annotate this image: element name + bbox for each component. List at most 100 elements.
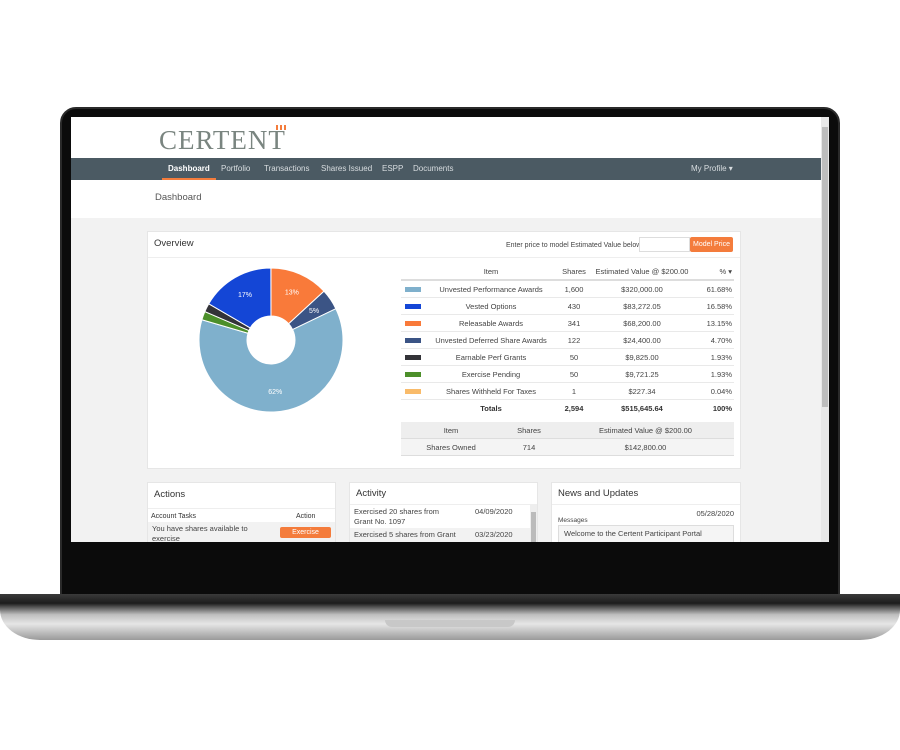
model-price-button[interactable]: Model Price — [690, 237, 733, 252]
owned-header: Item Shares Estimated Value @ $200.00 — [401, 422, 734, 439]
totals-label: Totals — [480, 404, 502, 413]
row-shares: 122 — [567, 335, 581, 345]
col-value: Estimated Value @ $200.00 — [595, 267, 689, 276]
row-item: Vested Options — [465, 301, 517, 311]
activity-scrollbar[interactable] — [530, 505, 537, 542]
pie-slice[interactable] — [208, 267, 272, 329]
owned-shares: 714 — [522, 442, 536, 452]
table-header: Item Shares Estimated Value @ $200.00 % … — [401, 264, 734, 281]
table-row: Exercise Pending 50 $9,721.25 1.93% — [401, 366, 734, 383]
nav-my-profile[interactable]: My Profile ▾ — [691, 164, 733, 173]
pie-slice[interactable] — [198, 308, 344, 413]
row-item: Shares Withheld For Taxes — [446, 386, 536, 396]
nav-transactions[interactable]: Transactions — [264, 164, 310, 173]
price-input[interactable] — [639, 237, 690, 252]
logo-bars-icon — [275, 125, 286, 130]
row-value: $24,400.00 — [623, 335, 661, 345]
nav-espp[interactable]: ESPP — [382, 164, 404, 173]
row-shares: 50 — [569, 352, 579, 362]
pie-label: 5% — [309, 308, 319, 315]
header: CERTENT Dashboard Portfolio Transactions… — [71, 117, 821, 218]
activity-date: 03/23/2020 — [475, 530, 513, 539]
row-pct: 13.15% — [706, 318, 732, 328]
legend-swatch — [405, 354, 421, 360]
news-date: 05/28/2020 — [696, 509, 734, 518]
legend-swatch — [405, 286, 421, 292]
col-pct-sort[interactable]: % ▾ — [719, 267, 732, 276]
activity-item[interactable]: Exercised 5 shares from Grant 03/23/2020 — [350, 528, 530, 542]
row-shares: 50 — [569, 369, 579, 379]
table-row: Releasable Awards 341 $68,200.00 13.15% — [401, 315, 734, 332]
messages-label: Messages — [558, 517, 588, 524]
table-row: Earnable Perf Grants 50 $9,825.00 1.93% — [401, 349, 734, 366]
col-shares: Shares — [562, 267, 586, 276]
pie-label: 62% — [268, 389, 282, 396]
nav-dashboard[interactable]: Dashboard — [162, 164, 216, 180]
legend-swatch — [405, 303, 421, 309]
pie-label: 17% — [238, 292, 252, 299]
holdings-table: Item Shares Estimated Value @ $200.00 % … — [401, 264, 734, 417]
message-text: Welcome to the Certent Participant Porta… — [564, 529, 702, 538]
row-item: Exercise Pending — [461, 369, 521, 379]
owned-col-item: Item — [443, 425, 459, 435]
row-pct: 16.58% — [706, 301, 732, 311]
pie-label: 13% — [285, 289, 299, 296]
actions-card: Actions Account Tasks Action You have sh… — [147, 482, 336, 542]
activity-title: Activity — [350, 483, 537, 505]
row-shares: 430 — [567, 301, 581, 311]
table-row: Unvested Deferred Share Awards 122 $24,4… — [401, 332, 734, 349]
task-text: You have shares available to exercise — [152, 524, 248, 542]
news-card: News and Updates 05/28/2020 Messages Wel… — [551, 482, 741, 542]
totals-shares: 2,594 — [564, 404, 584, 413]
row-shares: 1 — [571, 386, 577, 396]
owned-col-shares: Shares — [517, 425, 541, 435]
col-account-tasks: Account Tasks — [151, 513, 197, 520]
owned-item: Shares Owned — [426, 442, 476, 452]
row-value: $9,825.00 — [625, 352, 659, 362]
nav-portfolio[interactable]: Portfolio — [221, 164, 251, 173]
page-scrollbar[interactable] — [821, 117, 829, 542]
row-value: $320,000.00 — [621, 284, 663, 294]
row-pct: 1.93% — [710, 352, 732, 362]
activity-text: Exercised 5 shares from Grant — [354, 530, 456, 539]
row-value: $68,200.00 — [623, 318, 661, 328]
laptop-base — [0, 594, 900, 640]
price-prompt: Enter price to model Estimated Value bel… — [506, 242, 644, 249]
actions-title: Actions — [148, 483, 335, 509]
row-item: Earnable Perf Grants — [455, 352, 527, 362]
screen: CERTENT Dashboard Portfolio Transactions… — [71, 117, 829, 542]
exercise-button[interactable]: Exercise — [280, 527, 331, 538]
row-value: $227.34 — [628, 386, 656, 396]
overview-card: Overview Enter price to model Estimated … — [147, 231, 741, 469]
row-pct: 1.93% — [710, 369, 732, 379]
row-pct: 61.68% — [706, 284, 732, 294]
legend-swatch — [405, 337, 421, 343]
activity-item[interactable]: Exercised 20 shares from Grant No. 1097 … — [350, 505, 530, 528]
owned-row: Shares Owned 714 $142,800.00 — [401, 439, 734, 456]
legend-swatch — [405, 320, 421, 326]
row-shares: 1,600 — [564, 284, 584, 294]
logo-text: CERTENT — [159, 125, 286, 155]
pie-chart: 13% 5% 62% 17% — [198, 267, 344, 413]
legend-swatch — [405, 371, 421, 377]
row-pct: 4.70% — [710, 335, 732, 345]
nav-shares-issued[interactable]: Shares Issued — [321, 164, 373, 173]
row-value: $83,272.05 — [623, 301, 661, 311]
overview-title: Overview — [148, 232, 740, 258]
table-row: Shares Withheld For Taxes 1 $227.34 0.04… — [401, 383, 734, 400]
page-title: Dashboard — [155, 192, 202, 203]
totals-pct: 100% — [712, 404, 732, 413]
activity-text: Exercised 20 shares from Grant No. 1097 — [354, 507, 440, 526]
activity-card: Activity Exercised 20 shares from Grant … — [349, 482, 538, 542]
message-box[interactable]: Welcome to the Certent Participant Porta… — [558, 525, 734, 542]
scrollbar-thumb[interactable] — [822, 127, 828, 407]
row-item: Unvested Performance Awards — [439, 284, 543, 294]
logo[interactable]: CERTENT — [159, 125, 286, 156]
totals-value: $515,645.64 — [621, 404, 663, 413]
col-item: Item — [483, 267, 499, 276]
news-title: News and Updates — [552, 483, 740, 505]
col-action: Action — [296, 513, 316, 520]
row-item: Releasable Awards — [458, 318, 524, 328]
nav-documents[interactable]: Documents — [413, 164, 454, 173]
nav-bar: Dashboard Portfolio Transactions Shares … — [71, 158, 821, 180]
